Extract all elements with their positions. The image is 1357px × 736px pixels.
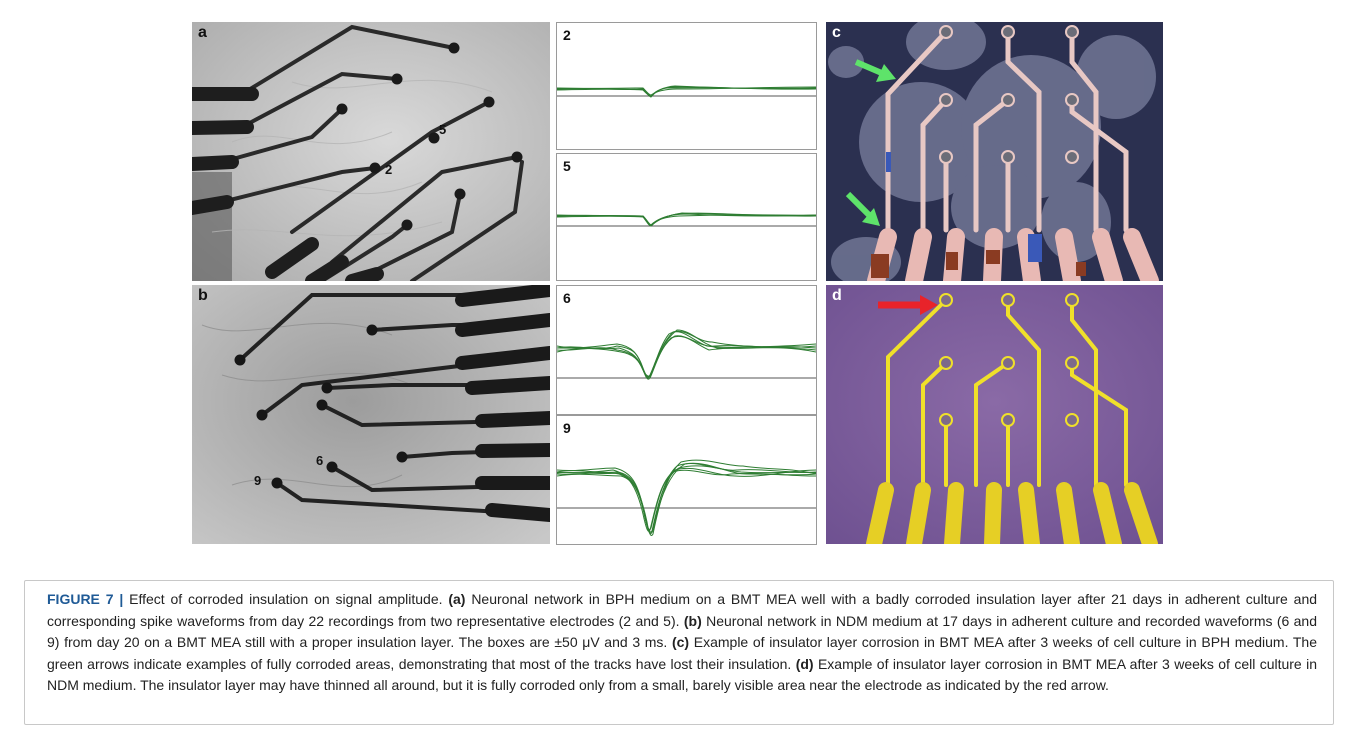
panel-b-image <box>192 285 550 544</box>
panel-b-letter: b <box>198 287 208 304</box>
electrode-label-9: 9 <box>254 473 262 488</box>
caption-tag-c: (c) <box>671 634 690 650</box>
caption-title: FIGURE 7 | <box>47 591 124 607</box>
caption-tag-a: (a) <box>448 591 466 607</box>
caption-intro: Effect of corroded insulation on signal … <box>123 591 449 607</box>
waveform-label-2: 2 <box>563 27 571 43</box>
electrode-label-2: 2 <box>385 162 393 177</box>
green-arrow-bottom <box>845 191 880 226</box>
panel-d-letter: d <box>832 287 842 304</box>
waveform-label-9: 9 <box>563 420 571 436</box>
waveform-label-6: 6 <box>563 290 571 306</box>
caption-tag-b: (b) <box>683 612 702 629</box>
electrode-label-5: 5 <box>439 122 447 137</box>
figure-caption: FIGURE 7 | Effect of corroded insulation… <box>47 589 1317 697</box>
waveform-plot-9 <box>556 459 817 536</box>
panel-a-micrograph: a 5 2 <box>192 22 550 281</box>
green-arrow-top <box>854 59 896 82</box>
caption-tag-d: (d) <box>795 655 814 672</box>
waveform-plot-6 <box>556 329 817 380</box>
caption-text-d: Example of insulator layer corrosion in … <box>47 655 1317 694</box>
waveform-label-5: 5 <box>563 158 571 174</box>
panel-b-micrograph: b 6 9 <box>192 285 550 544</box>
panel-c-letter: c <box>832 24 841 41</box>
waveform-box-9: 9 <box>556 415 817 545</box>
waveform-box-5: 5 <box>556 153 817 281</box>
panel-c-image <box>826 22 1163 281</box>
caption-text-a: Neuronal network in BPH medium on a BMT … <box>47 591 1318 629</box>
electrode-label-6: 6 <box>316 453 324 468</box>
panel-c-micrograph: c <box>826 22 1163 281</box>
waveform-plot-2 <box>556 85 817 98</box>
panel-a-image <box>192 22 550 281</box>
caption-text-c: Example of insulator layer corrosion in … <box>47 634 1317 672</box>
waveform-box-6: 6 <box>556 285 817 415</box>
waveform-box-2: 2 <box>556 22 817 150</box>
panel-d-image <box>826 285 1163 544</box>
waveform-plot-5 <box>556 212 817 227</box>
red-arrow <box>878 295 938 315</box>
caption-box: FIGURE 7 | Effect of corroded insulation… <box>24 580 1334 725</box>
panel-a-letter: a <box>198 24 207 41</box>
panel-d-micrograph: d <box>826 285 1163 544</box>
caption-text-b: Neuronal network in NDM medium at 17 day… <box>47 612 1317 651</box>
